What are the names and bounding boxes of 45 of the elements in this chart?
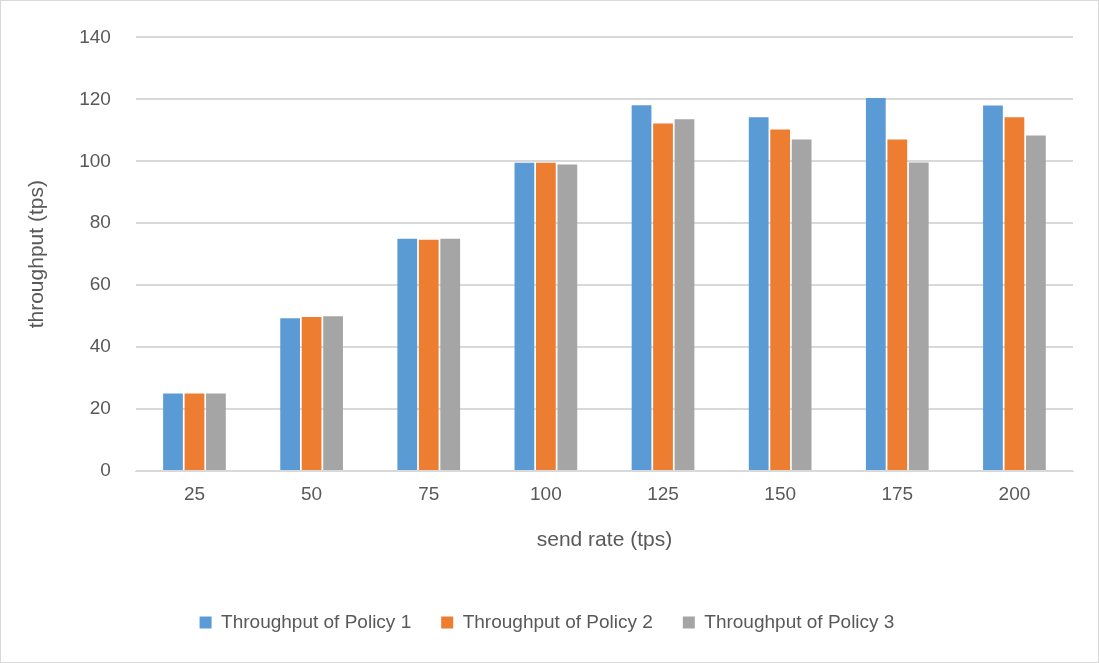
legend-label: Throughput of Policy 3: [704, 610, 895, 632]
bar: [440, 238, 461, 470]
x-tick-label: 150: [764, 482, 797, 504]
y-tick-label: 40: [89, 335, 111, 357]
bar: [1026, 135, 1046, 470]
x-tick-label: 100: [530, 482, 562, 504]
bar: [887, 139, 908, 470]
x-tick-label: 175: [881, 482, 914, 504]
x-tick-label: 25: [183, 482, 206, 504]
bar: [770, 129, 791, 470]
bar: [983, 105, 1003, 470]
bar: [397, 238, 418, 470]
y-axis-title: throughput (tps): [24, 180, 48, 329]
bar: [280, 318, 301, 470]
bar: [908, 162, 929, 470]
bar: [791, 139, 812, 470]
bar: [514, 162, 535, 470]
bar: [536, 162, 556, 470]
x-axis-title: send rate (tps): [536, 527, 673, 551]
y-tick-label: 120: [79, 87, 111, 109]
bar: [163, 393, 183, 470]
y-tick-label: 60: [89, 273, 111, 295]
bar: [323, 316, 343, 470]
bar: [301, 317, 322, 470]
y-tick-label: 100: [79, 149, 111, 171]
bar: [1004, 117, 1025, 470]
bar: [631, 105, 652, 470]
legend-label: Throughput of Policy 2: [462, 610, 653, 632]
legend-label: Throughput of Policy 1: [221, 610, 412, 632]
y-tick-label: 140: [79, 25, 111, 47]
x-tick-label: 75: [418, 482, 440, 504]
x-tick-label: 125: [647, 482, 679, 504]
bar: [653, 123, 673, 470]
x-tick-label: 200: [998, 482, 1031, 504]
bar: [557, 164, 578, 470]
bar: [674, 119, 695, 470]
bar: [418, 239, 439, 470]
bar: [748, 117, 769, 470]
y-tick-label: 20: [89, 397, 111, 419]
bar: [184, 393, 205, 470]
y-tick-label: 80: [89, 211, 111, 233]
x-tick-label: 50: [301, 482, 323, 504]
bar: [206, 393, 226, 470]
bar: [865, 98, 886, 470]
y-tick-label: 0: [100, 459, 111, 481]
